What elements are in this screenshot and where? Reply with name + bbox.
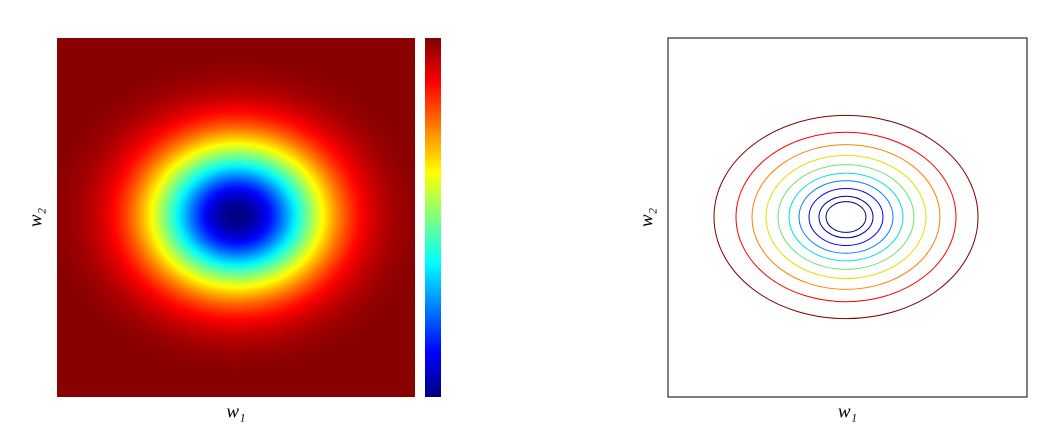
heatmap [57,38,415,397]
colorbar [425,38,441,397]
contour-line [788,172,904,262]
contour-line [808,188,884,246]
contour-line [713,114,979,320]
plot-frame [667,37,1028,398]
contour-line [765,154,927,280]
contour-line [777,164,915,270]
x-axis-label: w₁ [226,401,245,422]
contour-line [751,144,941,290]
y-axis-label: w₂ [636,207,657,227]
contour-line [735,131,957,303]
x-axis-label: w₁ [838,401,857,422]
contour-line [798,180,894,254]
contour-line [825,201,867,233]
contour-line [818,195,874,239]
y-axis-label: w₂ [25,207,46,227]
